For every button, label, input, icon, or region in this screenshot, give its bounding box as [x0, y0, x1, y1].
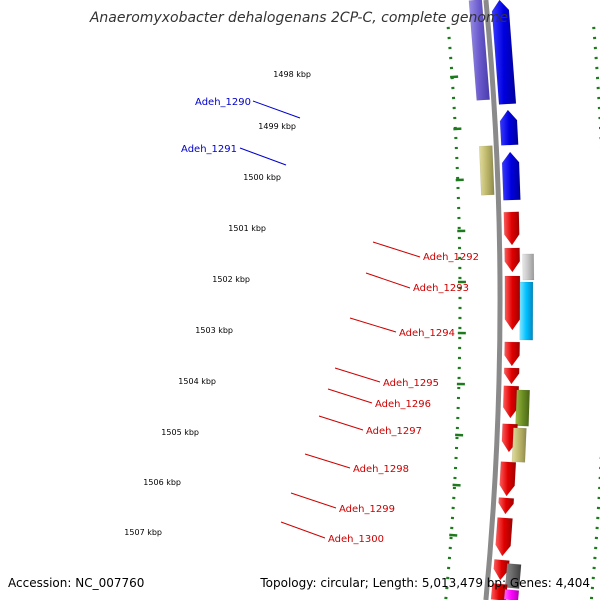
gene-feature	[504, 247, 521, 273]
label-line	[280, 521, 326, 539]
tick-label-1499: 1499 kbp	[258, 122, 296, 131]
gene-label-adeh-1294[interactable]: Adeh_1294	[399, 328, 455, 339]
outer-dotted-ring	[589, 26, 600, 600]
gene-label-adeh-1295[interactable]: Adeh_1295	[383, 378, 439, 389]
kbp-tick	[450, 75, 459, 79]
gene-label-adeh-1299[interactable]: Adeh_1299	[339, 504, 395, 515]
accession-text: Accession: NC_007760	[8, 576, 144, 590]
gene-feature	[490, 583, 508, 600]
gene-feature	[519, 281, 534, 341]
label-line	[372, 241, 421, 258]
gene-feature	[499, 109, 519, 146]
gene-feature	[504, 275, 521, 331]
gene-feature	[493, 559, 510, 581]
gene-feature	[511, 427, 527, 463]
tick-label-1502: 1502 kbp	[212, 275, 250, 284]
gene-feature	[504, 563, 522, 589]
tick-label-1505: 1505 kbp	[161, 428, 199, 437]
label-line	[349, 317, 397, 333]
tick-label-1503: 1503 kbp	[195, 326, 233, 335]
label-line	[327, 388, 373, 404]
kbp-tick-marks	[449, 75, 466, 537]
gene-features	[468, 0, 535, 600]
gene-label-adeh-1290[interactable]: Adeh_1290	[195, 97, 251, 108]
tick-label-1498: 1498 kbp	[273, 70, 311, 79]
gene-feature	[491, 0, 517, 105]
gene-feature	[515, 389, 530, 427]
tick-label-1506: 1506 kbp	[143, 478, 181, 487]
gene-feature	[522, 253, 535, 281]
label-line	[334, 367, 381, 383]
genome-summary-text: Topology: circular; Length: 5,013,479 bp…	[259, 576, 590, 590]
gene-label-lines	[239, 100, 421, 539]
gene-label-adeh-1297[interactable]: Adeh_1297	[366, 426, 422, 437]
kbp-tick	[449, 533, 458, 537]
inner-dotted-ring	[444, 26, 462, 600]
gene-feature	[479, 145, 495, 196]
gene-feature	[495, 517, 513, 557]
gene-feature	[499, 461, 517, 497]
gene-feature	[504, 341, 520, 367]
label-line	[304, 453, 351, 469]
gene-feature	[503, 589, 520, 600]
genome-title: Anaeromyxobacter dehalogenans 2CP-C, com…	[89, 10, 508, 26]
label-line	[318, 415, 364, 431]
gene-label-adeh-1293[interactable]: Adeh_1293	[413, 283, 469, 294]
gene-label-adeh-1291[interactable]: Adeh_1291	[181, 144, 237, 155]
gene-feature	[503, 211, 520, 246]
gene-feature	[503, 367, 520, 385]
gene-feature	[501, 151, 521, 201]
tick-label-1504: 1504 kbp	[178, 377, 216, 386]
gene-label-adeh-1298[interactable]: Adeh_1298	[353, 464, 409, 475]
gene-label-adeh-1296[interactable]: Adeh_1296	[375, 399, 431, 410]
gene-feature	[502, 385, 520, 419]
label-line	[239, 147, 287, 166]
tick-label-1501: 1501 kbp	[228, 224, 266, 233]
gene-label-adeh-1292[interactable]: Adeh_1292	[423, 252, 479, 263]
label-line	[252, 100, 301, 119]
tick-label-1507: 1507 kbp	[124, 528, 162, 537]
gene-feature	[468, 0, 490, 101]
tick-label-1500: 1500 kbp	[243, 173, 281, 182]
label-line	[290, 492, 337, 509]
label-line	[365, 272, 411, 289]
gene-feature	[498, 497, 515, 515]
gene-label-adeh-1300[interactable]: Adeh_1300	[328, 534, 384, 545]
genome-backbone	[483, 0, 503, 600]
